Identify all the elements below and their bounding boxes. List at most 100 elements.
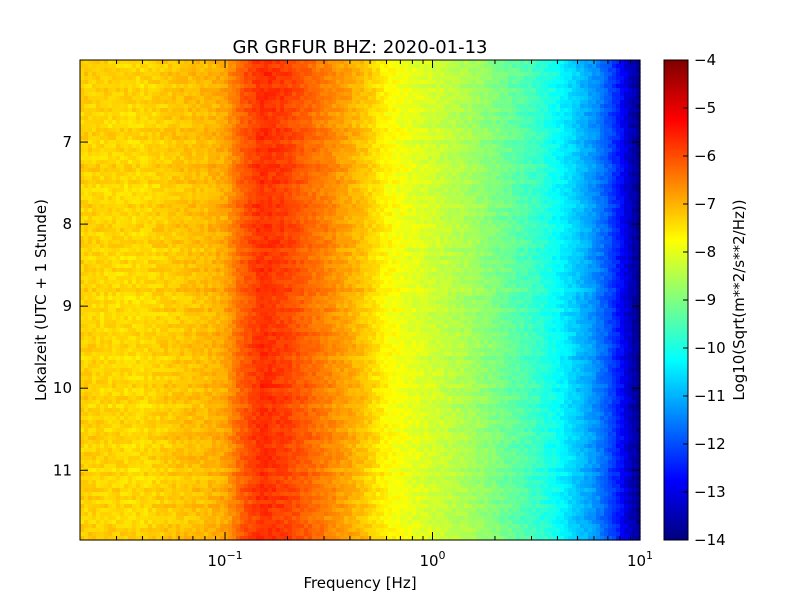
heatmap-cell	[192, 448, 197, 453]
heatmap-cell	[208, 432, 213, 437]
heatmap-cell	[160, 84, 165, 89]
heatmap-cell	[156, 136, 161, 141]
heatmap-cell	[216, 444, 221, 449]
heatmap-cell	[172, 320, 177, 325]
heatmap-cell	[168, 328, 173, 333]
heatmap-cell	[92, 336, 97, 341]
heatmap-cell	[92, 344, 97, 349]
heatmap-cell	[116, 204, 121, 209]
heatmap-cell	[228, 440, 233, 445]
heatmap-cell	[140, 296, 145, 301]
heatmap-cell	[148, 476, 153, 481]
heatmap-cell	[136, 288, 141, 293]
heatmap-cell	[80, 184, 85, 189]
heatmap-cell	[92, 328, 97, 333]
heatmap-cell	[204, 392, 209, 397]
heatmap-cell	[228, 76, 233, 81]
heatmap-cell	[184, 256, 189, 261]
heatmap-cell	[220, 68, 225, 73]
heatmap-cell	[204, 452, 209, 457]
heatmap-cell	[92, 240, 97, 245]
heatmap-cell	[124, 108, 129, 113]
heatmap-cell	[224, 332, 229, 337]
heatmap-cell	[80, 152, 85, 157]
heatmap-cell	[224, 516, 229, 521]
heatmap-cell	[84, 412, 89, 417]
heatmap-cell	[124, 64, 129, 69]
heatmap-cell	[244, 124, 249, 129]
heatmap-cell	[80, 444, 85, 449]
heatmap-cell	[232, 472, 237, 477]
heatmap-cell	[92, 96, 97, 101]
heatmap-cell	[208, 264, 213, 269]
heatmap-cell	[136, 532, 141, 537]
heatmap-cell	[200, 432, 205, 437]
heatmap-cell	[96, 428, 101, 433]
heatmap-cell	[108, 236, 113, 241]
heatmap-cell	[172, 276, 177, 281]
heatmap-cell	[88, 100, 93, 105]
heatmap-cell	[220, 288, 225, 293]
heatmap-cell	[148, 396, 153, 401]
heatmap-cell	[236, 368, 241, 373]
heatmap-cell	[168, 380, 173, 385]
heatmap-cell	[132, 532, 137, 537]
heatmap-cell	[220, 348, 225, 353]
heatmap-cell	[176, 444, 181, 449]
heatmap-cell	[108, 296, 113, 301]
heatmap-cell	[128, 376, 133, 381]
heatmap-cell	[92, 148, 97, 153]
heatmap-cell	[236, 100, 241, 105]
heatmap-cell	[144, 308, 149, 313]
heatmap-cell	[160, 116, 165, 121]
heatmap-cell	[168, 92, 173, 97]
heatmap-cell	[244, 360, 249, 365]
heatmap-cell	[120, 356, 125, 361]
heatmap-cell	[228, 324, 233, 329]
heatmap-cell	[108, 416, 113, 421]
heatmap-cell	[136, 500, 141, 505]
heatmap-cell	[88, 416, 93, 421]
heatmap-cell	[244, 144, 249, 149]
heatmap-cell	[212, 96, 217, 101]
heatmap-cell	[180, 140, 185, 145]
heatmap-cell	[192, 468, 197, 473]
heatmap-cell	[236, 72, 241, 77]
heatmap-cell	[132, 172, 137, 177]
heatmap-cell	[200, 184, 205, 189]
heatmap-cell	[120, 184, 125, 189]
heatmap-cell	[148, 176, 153, 181]
heatmap-cell	[132, 300, 137, 305]
heatmap-cell	[236, 268, 241, 273]
heatmap-cell	[156, 528, 161, 533]
heatmap-cell	[80, 336, 85, 341]
heatmap-cell	[112, 112, 117, 117]
heatmap-cell	[148, 440, 153, 445]
heatmap-cell	[128, 192, 133, 197]
heatmap-cell	[212, 412, 217, 417]
heatmap-cell	[148, 424, 153, 429]
heatmap-cell	[144, 476, 149, 481]
heatmap-cell	[184, 492, 189, 497]
heatmap-cell	[208, 536, 213, 541]
heatmap-cell	[108, 256, 113, 261]
heatmap-cell	[108, 68, 113, 73]
heatmap-cell	[124, 488, 129, 493]
heatmap-cell	[188, 120, 193, 125]
heatmap-cell	[148, 288, 153, 293]
heatmap-cell	[212, 264, 217, 269]
heatmap-cell	[212, 324, 217, 329]
heatmap-cell	[172, 324, 177, 329]
heatmap-cell	[88, 532, 93, 537]
heatmap-cell	[160, 92, 165, 97]
heatmap-cell	[236, 84, 241, 89]
heatmap-cell	[204, 324, 209, 329]
heatmap-cell	[100, 196, 105, 201]
heatmap-cell	[236, 288, 241, 293]
heatmap-cell	[132, 388, 137, 393]
heatmap-cell	[200, 224, 205, 229]
heatmap-cell	[132, 516, 137, 521]
heatmap-cell	[112, 508, 117, 513]
heatmap-cell	[144, 112, 149, 117]
heatmap-cell	[192, 260, 197, 265]
